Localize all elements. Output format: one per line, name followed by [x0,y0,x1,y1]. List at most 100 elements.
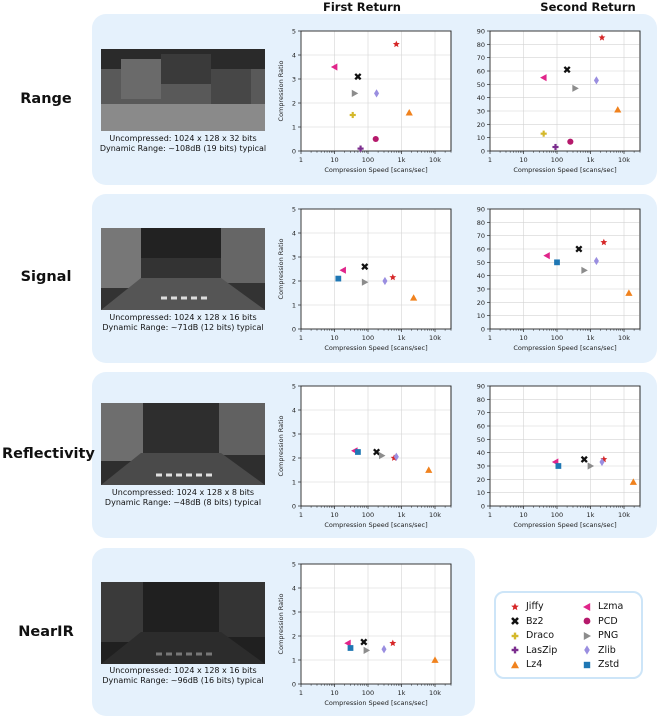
y-tick-label: 0 [481,503,485,511]
x-tick-label: 100 [362,689,374,697]
reflectivity-image [101,403,265,485]
y-tick-label: 1 [292,479,296,487]
legend-item-laszip: LasZip [510,645,557,656]
plus-marker-icon [511,632,519,639]
y-tick-label: 1 [292,124,296,132]
star-marker-icon [511,602,519,610]
y-tick-label: 30 [477,286,485,294]
x-tick-label: 100 [362,511,374,519]
x-tick-label: 100 [551,511,563,519]
point-lzma [543,252,550,260]
range-caption-dynamic: Dynamic Range: ~108dB (19 bits) typical [99,144,267,153]
nearir-caption: Uncompressed: 1024 x 128 x 16 bits Dynam… [96,666,270,686]
y-tick-label: 30 [477,108,485,116]
y-tick-label: 10 [477,312,485,320]
y-axis-label: Compression Ratio [277,594,285,655]
x-tick-label: 1 [488,511,492,519]
legend-item-jiffy: Jiffy [510,601,544,612]
column-header-first-return: First Return [322,0,401,14]
circle-marker-icon [583,617,591,625]
y-tick-label: 2 [292,278,296,286]
y-tick-label: 40 [477,449,485,457]
x-tick-label: 1 [299,689,303,697]
y-tick-label: 4 [292,230,296,238]
x-tick-label: 100 [362,334,374,342]
x-tick-label: 10 [330,511,338,519]
point-bz2 [361,263,369,271]
point-png [572,84,579,92]
point-jiffy [392,40,400,48]
reflectivity-caption-size: Uncompressed: 1024 x 128 x 8 bits [111,488,255,497]
y-tick-label: 0 [481,148,485,156]
point-bz2 [580,455,588,463]
point-jiffy [389,273,397,281]
legend-label: Lz4 [526,659,543,670]
x-tick-label: 10k [618,334,630,342]
x-tick-label: 1k [398,334,406,342]
point-zstd [554,259,560,266]
point-zstd [335,275,342,282]
column-header-second-return: Second Return [540,0,636,14]
point-lzma [540,74,547,82]
x-tick-label: 1 [299,334,303,342]
y-tick-label: 50 [477,436,485,444]
square-marker-icon [583,661,591,668]
range-caption-size: Uncompressed: 1024 x 128 x 32 bits [109,134,257,143]
legend-item-pcd: PCD [582,616,618,627]
x-axis-label: Compression Speed [scans/sec] [513,521,616,529]
y-tick-label: 5 [292,28,296,36]
y-tick-label: 20 [477,476,485,484]
y-tick-label: 0 [292,681,296,689]
legend-label: Zstd [598,659,620,670]
legend: Jiffy Bz2 Draco LasZip Lz4 Lzma PCD PNG Zlib Zstd [494,591,643,679]
row-label-signal: Signal [20,269,72,285]
y-tick-label: 80 [477,219,485,227]
legend-label: PNG [598,630,619,641]
point-pcd [567,138,574,145]
point-png [379,452,386,460]
legend-item-zstd: Zstd [582,659,619,670]
y-tick-label: 80 [477,396,485,404]
legend-item-lz4: Lz4 [510,659,542,670]
x-axis-label: Compression Speed [scans/sec] [513,166,616,174]
point-lzma [330,63,338,71]
legend-item-lzma: Lzma [582,601,623,612]
point-lz4 [425,466,433,473]
x-tick-label: 10k [429,334,441,342]
point-zstd [555,463,562,469]
point-bz2 [373,448,381,456]
x-tick-label: 100 [551,156,563,164]
reflectivity-caption: Uncompressed: 1024 x 128 x 8 bits Dynami… [96,488,270,508]
point-zlib [593,256,599,266]
point-png [351,89,359,97]
point-laszip [357,145,364,152]
x-tick-label: 1 [299,511,303,519]
x-axis-label: Compression Speed [scans/sec] [513,344,616,352]
x-axis-label: Compression Speed [scans/sec] [324,699,427,707]
x-axis-label: Compression Speed [scans/sec] [324,344,427,352]
legend-label: Draco [526,630,555,641]
nearir-image [101,582,265,664]
y-axis-label: Compression Ratio [277,239,285,300]
legend-item-png: PNG [582,630,618,641]
row-label-reflectivity: Reflectivity [2,446,95,462]
x-tick-label: 10 [330,156,338,164]
y-tick-label: 90 [477,28,485,36]
y-tick-label: 4 [292,52,296,60]
x-tick-label: 1 [488,156,492,164]
point-png [363,646,371,654]
point-lz4 [629,478,637,485]
row-label-nearir: NearIR [18,624,74,640]
x-tick-label: 10k [618,511,630,519]
legend-label: PCD [598,615,618,627]
y-tick-label: 5 [292,561,296,569]
point-zstd [347,645,354,651]
legend-label: Lzma [598,601,624,612]
point-laszip [552,143,559,151]
x-axis-label: Compression Speed [scans/sec] [324,521,427,529]
y-tick-label: 60 [477,246,485,254]
point-zlib [381,645,387,654]
